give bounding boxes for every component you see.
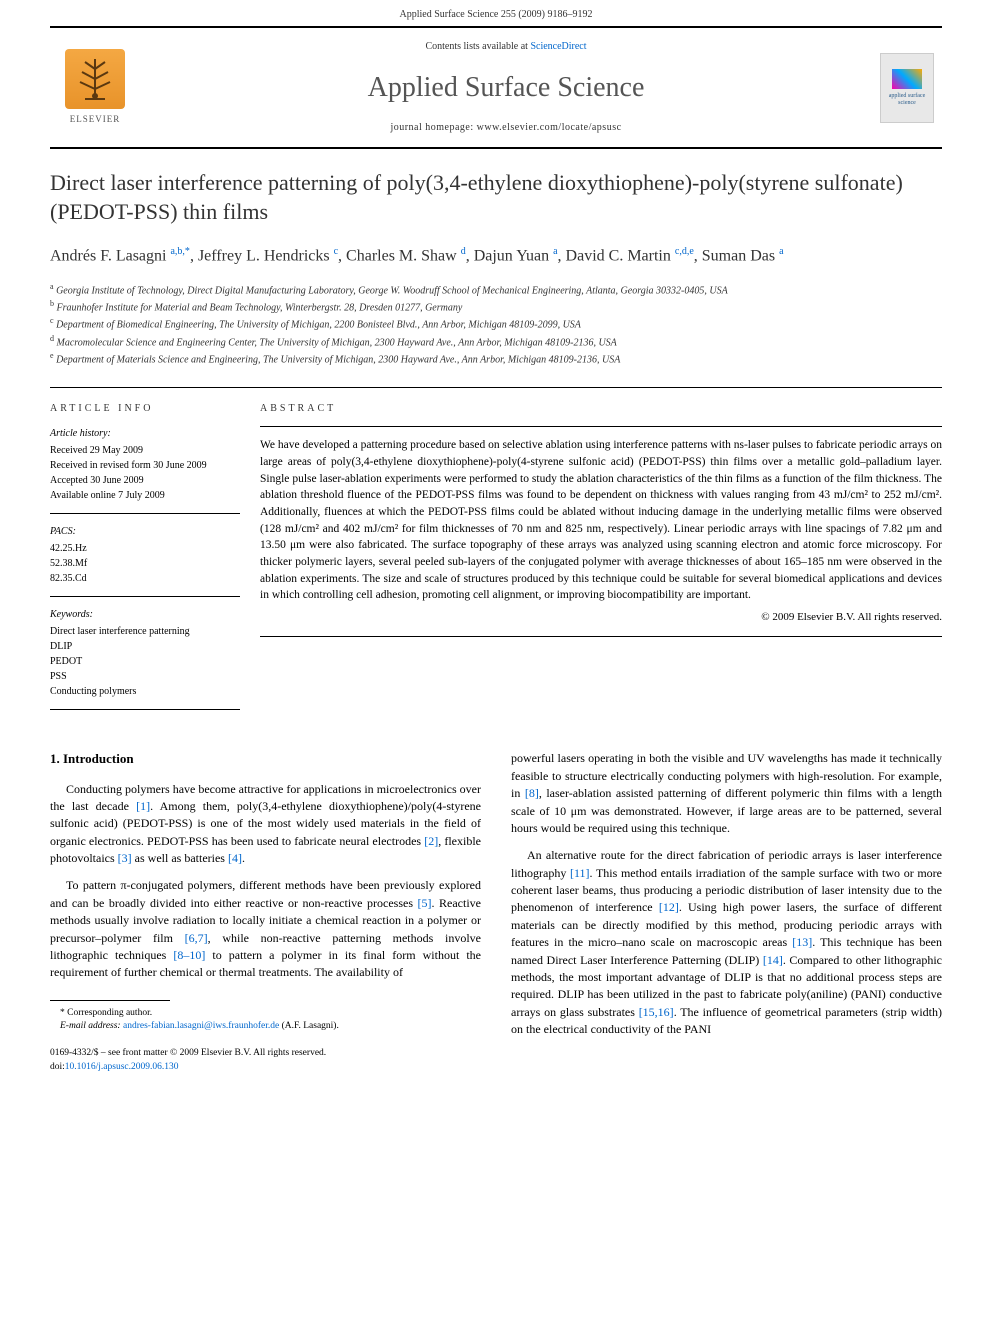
history-label: Article history: — [50, 426, 240, 441]
contents-line: Contents lists available at ScienceDirec… — [140, 40, 872, 54]
doi-link[interactable]: 10.1016/j.apsusc.2009.06.130 — [65, 1062, 179, 1072]
article-history-block: Article history: Received 29 May 2009Rec… — [50, 426, 240, 514]
sciencedirect-link[interactable]: ScienceDirect — [530, 41, 586, 52]
authors-list: Andrés F. Lasagni a,b,*, Jeffrey L. Hend… — [50, 244, 942, 268]
homepage-line: journal homepage: www.elsevier.com/locat… — [140, 121, 872, 135]
keyword: PEDOT — [50, 654, 240, 669]
keyword: Direct laser interference patterning — [50, 624, 240, 639]
history-line: Received in revised form 30 June 2009 — [50, 458, 240, 473]
article-main: Direct laser interference patterning of … — [0, 169, 992, 1074]
affiliation-line: a Georgia Institute of Technology, Direc… — [50, 281, 942, 298]
email-author-name: (A.F. Lasagni). — [282, 1021, 339, 1031]
keyword: PSS — [50, 669, 240, 684]
affiliations-list: a Georgia Institute of Technology, Direc… — [50, 281, 942, 368]
keyword: Conducting polymers — [50, 684, 240, 699]
homepage-prefix: journal homepage: — [390, 122, 476, 133]
history-line: Received 29 May 2009 — [50, 443, 240, 458]
article-title: Direct laser interference patterning of … — [50, 169, 942, 226]
body-column-left: 1. Introduction Conducting polymers have… — [50, 750, 481, 1074]
keywords-block: Keywords: Direct laser interference patt… — [50, 607, 240, 710]
elsevier-tree-icon — [65, 49, 125, 109]
affiliation-line: d Macromolecular Science and Engineering… — [50, 333, 942, 350]
pacs-code: 52.38.Mf — [50, 556, 240, 571]
abstract-copyright: © 2009 Elsevier B.V. All rights reserved… — [260, 610, 942, 626]
article-info-column: ARTICLE INFO Article history: Received 2… — [50, 402, 260, 720]
publisher-logo: ELSEVIER — [50, 28, 140, 147]
keywords-label: Keywords: — [50, 607, 240, 622]
publisher-name: ELSEVIER — [70, 113, 121, 126]
footer-meta: 0169-4332/$ – see front matter © 2009 El… — [50, 1047, 481, 1074]
journal-name: Applied Surface Science — [140, 68, 872, 107]
affiliation-line: c Department of Biomedical Engineering, … — [50, 315, 942, 332]
corresponding-author-note: * Corresponding author. — [50, 1007, 481, 1020]
cover-title: applied surface science — [883, 93, 931, 106]
body-paragraph: An alternative route for the direct fabr… — [511, 847, 942, 1038]
footnote-separator — [50, 1000, 170, 1001]
email-label: E-mail address: — [60, 1021, 121, 1031]
pacs-code: 82.35.Cd — [50, 571, 240, 586]
contents-prefix: Contents lists available at — [425, 41, 530, 52]
body-columns: 1. Introduction Conducting polymers have… — [50, 750, 942, 1074]
issn-line: 0169-4332/$ – see front matter © 2009 El… — [50, 1047, 481, 1060]
pacs-label: PACS: — [50, 524, 240, 539]
article-info-heading: ARTICLE INFO — [50, 402, 240, 416]
email-link[interactable]: andres-fabian.lasagni@iws.fraunhofer.de — [123, 1021, 279, 1031]
abstract-heading: ABSTRACT — [260, 402, 942, 416]
body-paragraph: To pattern π-conjugated polymers, differ… — [50, 877, 481, 981]
info-abstract-row: ARTICLE INFO Article history: Received 2… — [50, 387, 942, 720]
abstract-column: ABSTRACT We have developed a patterning … — [260, 402, 942, 720]
homepage-url: www.elsevier.com/locate/apsusc — [477, 122, 622, 133]
cover-thumbnail: applied surface science — [880, 53, 934, 123]
affiliation-line: e Department of Materials Science and En… — [50, 350, 942, 367]
abstract-body: We have developed a patterning procedure… — [260, 439, 942, 601]
keyword: DLIP — [50, 639, 240, 654]
pacs-code: 42.25.Hz — [50, 541, 240, 556]
history-line: Accepted 30 June 2009 — [50, 473, 240, 488]
journal-cover: applied surface science — [872, 28, 942, 147]
body-paragraph: powerful lasers operating in both the vi… — [511, 750, 942, 837]
cover-art-icon — [892, 69, 922, 89]
history-line: Available online 7 July 2009 — [50, 488, 240, 503]
body-paragraph: Conducting polymers have become attracti… — [50, 781, 481, 868]
body-column-right: powerful lasers operating in both the vi… — [511, 750, 942, 1074]
pacs-block: PACS: 42.25.Hz52.38.Mf82.35.Cd — [50, 524, 240, 597]
branding-box: ELSEVIER Contents lists available at Sci… — [50, 26, 942, 149]
section-heading-introduction: 1. Introduction — [50, 750, 481, 768]
abstract-text: We have developed a patterning procedure… — [260, 426, 942, 637]
doi-label: doi: — [50, 1062, 65, 1072]
running-header: Applied Surface Science 255 (2009) 9186–… — [0, 0, 992, 26]
affiliation-line: b Fraunhofer Institute for Material and … — [50, 298, 942, 315]
email-footnote: E-mail address: andres-fabian.lasagni@iw… — [50, 1020, 481, 1033]
branding-center: Contents lists available at ScienceDirec… — [140, 28, 872, 147]
